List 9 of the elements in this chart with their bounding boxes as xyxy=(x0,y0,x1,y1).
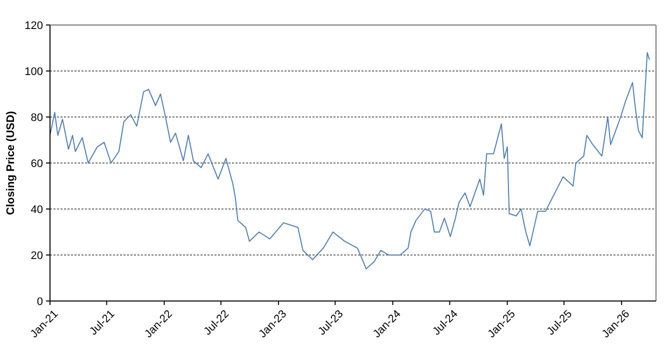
line-series xyxy=(50,52,650,270)
y-tick-label: 0 xyxy=(36,296,43,308)
y-tick-label: 40 xyxy=(30,204,43,216)
y-tick-label: 100 xyxy=(24,66,43,78)
y-tick-label: 20 xyxy=(30,250,43,262)
y-tick-label: 120 xyxy=(24,20,43,32)
y-axis-title: Closing Price (USD) xyxy=(5,110,17,215)
y-tick-label: 80 xyxy=(30,112,43,124)
y-tick-label: 60 xyxy=(30,158,43,170)
